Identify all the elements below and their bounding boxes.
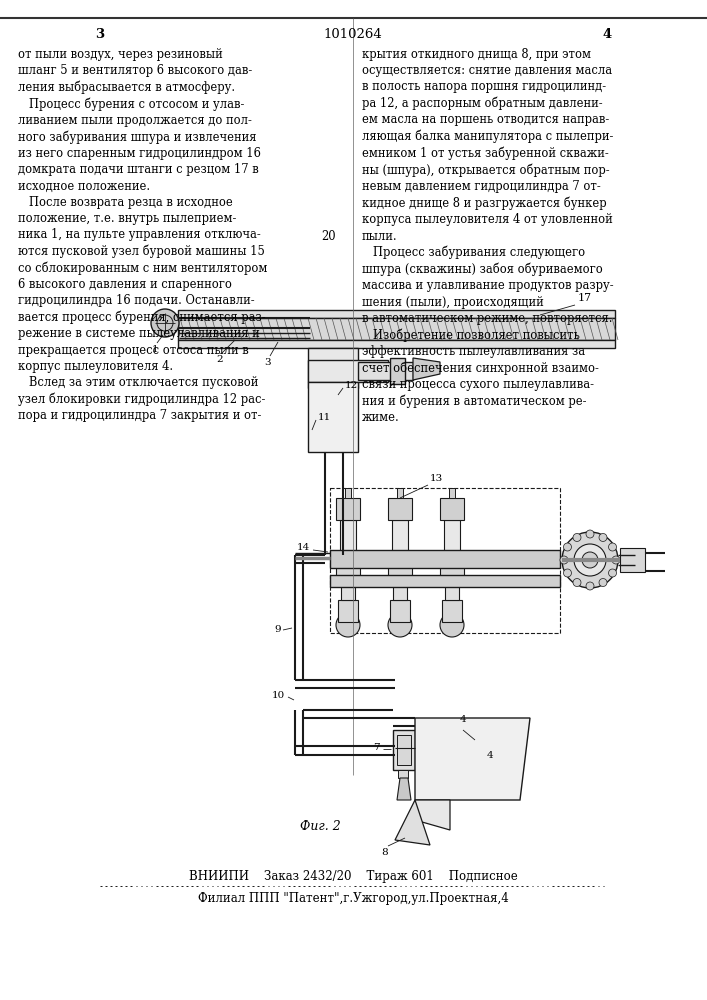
Bar [178, 340, 615, 348]
Bar [445, 580, 459, 600]
Bar [393, 580, 407, 600]
Polygon shape [415, 718, 530, 800]
Text: Фиг. 2: Фиг. 2 [300, 820, 340, 833]
Circle shape [573, 579, 581, 587]
Text: ВНИИПИ    Заказ 2432/20    Тираж 601    Подписное: ВНИИПИ Заказ 2432/20 Тираж 601 Подписное [189, 870, 518, 883]
Text: 2: 2 [216, 355, 223, 364]
Circle shape [560, 556, 568, 564]
Bar [393, 730, 415, 770]
Text: 17: 17 [578, 293, 592, 303]
Bar [345, 488, 351, 498]
Text: 3: 3 [95, 28, 105, 41]
Bar [440, 498, 464, 520]
Circle shape [609, 569, 617, 577]
Bar [444, 520, 460, 558]
Text: 4: 4 [460, 715, 467, 724]
Text: Филиал ППП "Патент",г.Ужгород,ул.Проектная,4: Филиал ППП "Патент",г.Ужгород,ул.Проектн… [198, 892, 508, 905]
Bar [358, 362, 413, 380]
Text: 10: 10 [271, 690, 285, 700]
Circle shape [388, 613, 412, 637]
Bar [340, 520, 356, 558]
Bar [336, 560, 360, 578]
Text: 1: 1 [152, 345, 158, 354]
Bar [330, 575, 560, 587]
Circle shape [562, 532, 618, 588]
Bar [390, 358, 405, 384]
Circle shape [599, 579, 607, 587]
Circle shape [573, 533, 581, 541]
Bar [178, 318, 615, 340]
Bar [390, 600, 410, 622]
Text: крытия откидного днища 8, при этом
осуществляется: снятие давления масла
в полос: крытия откидного днища 8, при этом осуще… [362, 48, 614, 424]
Circle shape [563, 543, 571, 551]
Circle shape [609, 543, 617, 551]
Text: от пыли воздух, через резиновый
шланг 5 и вентилятор 6 высокого дав-
ления выбра: от пыли воздух, через резиновый шланг 5 … [18, 48, 267, 422]
Bar [397, 488, 403, 498]
Bar [397, 735, 411, 765]
Bar [440, 560, 464, 578]
Text: 13: 13 [430, 474, 443, 483]
Bar [178, 310, 615, 318]
Text: 14: 14 [297, 544, 310, 552]
Circle shape [599, 533, 607, 541]
Text: 8: 8 [382, 848, 388, 857]
Bar [308, 360, 388, 382]
Bar [308, 348, 358, 388]
Text: 3: 3 [264, 358, 271, 367]
Text: 12: 12 [345, 380, 358, 389]
Circle shape [612, 556, 620, 564]
Text: 1010264: 1010264 [324, 28, 382, 41]
Circle shape [563, 569, 571, 577]
Text: 9: 9 [275, 626, 281, 635]
Circle shape [586, 530, 594, 538]
Text: 4: 4 [486, 750, 493, 760]
Bar [336, 498, 360, 520]
Bar [388, 498, 412, 520]
Bar [392, 520, 408, 558]
Polygon shape [415, 800, 450, 830]
Circle shape [582, 552, 598, 568]
Bar [330, 550, 560, 568]
Circle shape [440, 613, 464, 637]
Circle shape [586, 582, 594, 590]
Polygon shape [413, 358, 440, 380]
Text: 11: 11 [318, 414, 332, 422]
Bar [388, 560, 412, 578]
Bar [449, 488, 455, 498]
Polygon shape [397, 778, 411, 800]
Circle shape [151, 309, 179, 337]
Circle shape [574, 544, 606, 576]
Text: 20: 20 [322, 230, 336, 243]
Bar [442, 600, 462, 622]
Bar [338, 600, 358, 622]
Bar [620, 548, 645, 572]
Bar [398, 770, 408, 778]
Circle shape [336, 613, 360, 637]
Bar [308, 382, 358, 452]
Bar [330, 488, 560, 633]
Text: 4: 4 [602, 28, 612, 41]
Polygon shape [395, 800, 430, 845]
Text: 7: 7 [373, 744, 380, 752]
Bar [341, 580, 355, 600]
